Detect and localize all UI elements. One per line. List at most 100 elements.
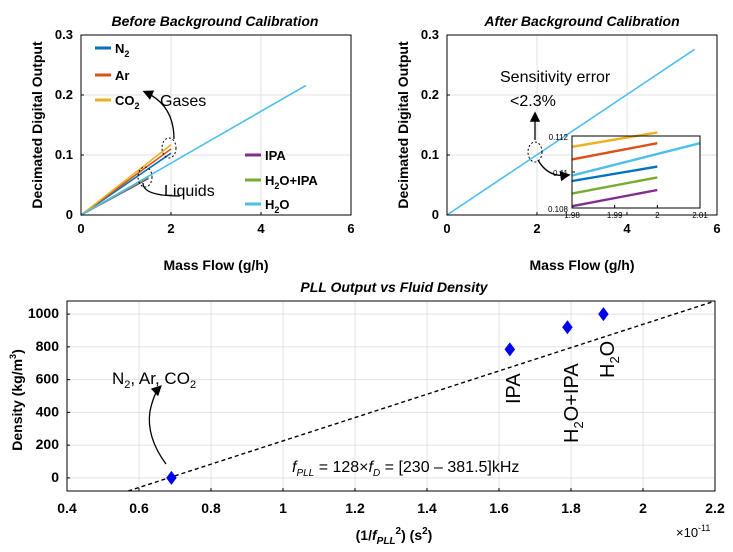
chart-title-before: Before Background Calibration xyxy=(112,13,319,29)
x-axis-label: Mass Flow (g/h) xyxy=(164,257,269,273)
inset-tick-labels: 1.98 1.99 2 2.01 0.108 0.11 0.112 xyxy=(548,133,708,220)
x-tick-label: 1.98 xyxy=(564,211,580,220)
x-axis-label: Mass Flow (g/h) xyxy=(530,257,635,273)
x-tick-label: 1.99 xyxy=(607,211,623,220)
label-gases-point: N2, Ar, CO2 xyxy=(112,369,196,391)
sensitivity-label: Sensitivity error xyxy=(500,69,611,86)
series-line-h2oipa xyxy=(571,176,658,195)
x-tick-label: 2 xyxy=(533,221,540,236)
fit-line-group xyxy=(127,300,716,492)
x-tick-label: 2.2 xyxy=(705,500,725,516)
x-axis-label: (1/fPLL2) (s2) xyxy=(356,526,433,547)
legend-label-h2o: H2O xyxy=(265,197,290,215)
x-tick-label: 2 xyxy=(655,211,660,220)
x-tick-label: 0.4 xyxy=(57,500,77,516)
legend-label-n2: N2 xyxy=(115,41,129,59)
x-tick-label: 1.6 xyxy=(489,500,509,516)
series-line-co2 xyxy=(80,144,172,216)
gases-arrow xyxy=(142,90,175,140)
gases-point-arrow xyxy=(148,385,167,465)
plot-frame xyxy=(446,34,718,216)
x-tick-label: 2.01 xyxy=(692,211,708,220)
sensitivity-value: <2.3% xyxy=(510,93,556,110)
y-tick-label: 0.108 xyxy=(548,205,569,214)
x-tick-label: 6 xyxy=(347,221,354,236)
chart-title-pll: PLL Output vs Fluid Density xyxy=(300,279,488,295)
data-point-h2o xyxy=(598,307,609,322)
liquids-ellipse xyxy=(137,166,153,188)
inset-arrow xyxy=(537,159,571,182)
tick-labels: 0 2 4 6 0 0.1 0.2 0.3 xyxy=(421,27,721,236)
tick-labels: 0.4 0.6 0.8 1 1.2 1.4 1.6 1.8 2 2.2 0 200 400 600 800 1… xyxy=(28,305,725,516)
plot-frame xyxy=(66,300,716,492)
legend-gases: N2 Ar CO2 xyxy=(95,41,140,111)
fit-line xyxy=(127,300,716,492)
label-ipa: IPA xyxy=(503,373,525,404)
y-tick-label: 0.3 xyxy=(55,27,73,42)
legend-liquids: IPA H2O+IPA H2O xyxy=(245,148,318,215)
gases-annotation: Gases xyxy=(160,93,206,110)
x-tick-label: 4 xyxy=(623,221,631,236)
legend-label-h2oipa: H2O+IPA xyxy=(265,173,318,191)
y-axis-label: Decimated Digital Output xyxy=(395,41,411,209)
y-tick-label: 0.2 xyxy=(421,87,439,102)
label-h2o: H2O xyxy=(597,341,622,378)
gases-ellipse xyxy=(161,137,177,159)
series-line-ipa xyxy=(571,188,658,208)
series-line-h2o xyxy=(446,48,695,216)
y-tick-label: 0.11 xyxy=(553,169,569,178)
series-line-h2o xyxy=(80,84,307,216)
x-tick-label: 0 xyxy=(77,221,84,236)
series-line-h2o xyxy=(571,142,701,177)
x-tick-label: 0 xyxy=(443,221,450,236)
y-tick-label: 0 xyxy=(432,207,439,222)
tick-labels: 0 2 4 6 0 0.1 0.2 0.3 xyxy=(55,27,355,236)
after-calibration-chart: After Background Calibration 0 2 4 6 0 0.1 0.2… xyxy=(395,13,721,273)
series-group xyxy=(446,48,695,216)
data-point-n2arco2 xyxy=(166,470,177,485)
x-tick-label: 2 xyxy=(639,500,647,516)
legend-label-ar: Ar xyxy=(115,68,129,83)
y-tick-label: 0.2 xyxy=(55,87,73,102)
legend-label-ipa: IPA xyxy=(265,148,286,163)
y-tick-label: 0.1 xyxy=(421,147,439,162)
liquids-annotation: Liquids xyxy=(164,183,215,200)
data-point-ipa xyxy=(504,342,516,357)
equation: fPLL = 128×fD = [230 – 381.5]kHz xyxy=(292,459,519,479)
y-tick-label: 400 xyxy=(36,403,60,419)
x-tick-label: 6 xyxy=(713,221,720,236)
x-tick-label: 0.8 xyxy=(201,500,221,516)
x-tick-label: 1.2 xyxy=(345,500,365,516)
label-h2oipa: H2O+IPA xyxy=(561,363,586,443)
y-tick-label: 200 xyxy=(36,436,60,452)
legend-label-co2: CO2 xyxy=(115,93,140,111)
series-line-ar xyxy=(571,142,658,161)
x-tick-label: 1 xyxy=(279,500,287,516)
x-tick-label: 4 xyxy=(257,221,265,236)
y-tick-label: 0.3 xyxy=(421,27,439,42)
x-tick-label: 1.8 xyxy=(561,500,581,516)
inset-chart: 1.98 1.99 2 2.01 0.108 0.11 0.112 xyxy=(548,131,708,220)
x-tick-label: 1.4 xyxy=(417,500,437,516)
zoom-ellipse xyxy=(527,141,543,163)
y-tick-label: 0.1 xyxy=(55,147,73,162)
y-axis-label: Density (kg/m3) xyxy=(8,349,25,451)
y-tick-label: 800 xyxy=(36,338,60,354)
plot-frame xyxy=(80,34,352,216)
y-tick-label: 0 xyxy=(66,207,73,222)
series-group xyxy=(80,84,307,216)
y-tick-label: 600 xyxy=(36,371,60,387)
points-group xyxy=(166,307,609,485)
y-tick-label: 0.112 xyxy=(549,133,569,142)
y-tick-label: 1000 xyxy=(28,305,59,321)
liquids-connector xyxy=(142,182,181,197)
y-axis-label: Decimated Digital Output xyxy=(29,41,45,209)
inset-series-group xyxy=(571,131,701,208)
chart-title-after: After Background Calibration xyxy=(483,13,679,29)
before-calibration-chart: Before Background Calibration 0 2 4 6 0 0.1 0.… xyxy=(29,13,355,273)
pll-density-chart: PLL Output vs Fluid Density 0.4 0.6 0.8 1 1.… xyxy=(8,279,725,547)
x-tick-label: 0.6 xyxy=(129,500,149,516)
data-point-h2oipa xyxy=(562,320,573,335)
series-line-n2 xyxy=(571,165,658,183)
